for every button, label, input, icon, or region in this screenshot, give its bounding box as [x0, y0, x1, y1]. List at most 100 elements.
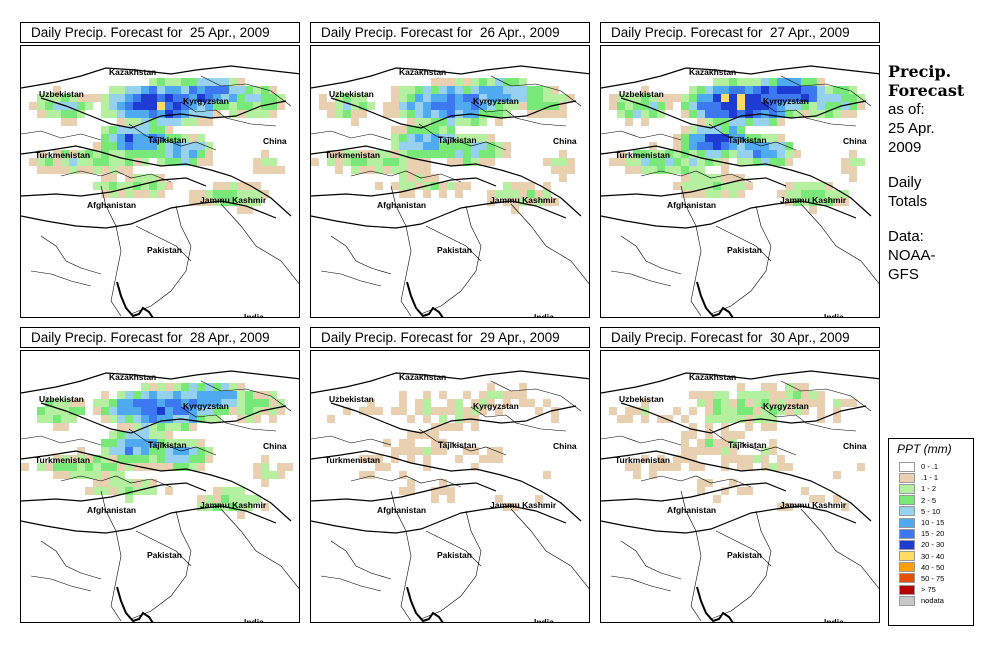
precip-cell [753, 102, 761, 110]
precip-cell [721, 94, 729, 102]
precip-cell [37, 158, 45, 166]
precip-cell [705, 174, 713, 182]
precip-cell [769, 118, 777, 126]
boundary-line [100, 490, 122, 622]
precip-cell [785, 150, 793, 158]
precip-cell [737, 94, 745, 102]
precip-cell [761, 407, 769, 415]
boundary-line [330, 235, 392, 275]
precip-cell [455, 118, 463, 126]
precip-cell [753, 134, 761, 142]
precip-cell [761, 102, 769, 110]
precip-cell [833, 399, 841, 407]
precip-cell [117, 391, 125, 399]
precip-cell [157, 102, 165, 110]
precip-cell [777, 102, 785, 110]
precip-cell [455, 94, 463, 102]
precip-cell [633, 471, 641, 479]
precip-cell [407, 118, 415, 126]
boundary-line [760, 406, 857, 432]
precip-cell [125, 399, 133, 407]
precip-cell [705, 94, 713, 102]
precip-cell [833, 495, 841, 503]
legend-row: 20 - 30 [899, 539, 944, 550]
precip-cell [431, 134, 439, 142]
precip-cell [817, 407, 825, 415]
precip-cell [463, 86, 471, 94]
precip-cell [37, 102, 45, 110]
precip-cell [189, 86, 197, 94]
precip-cell [519, 190, 527, 198]
precip-cell [543, 86, 551, 94]
precip-cell [125, 110, 133, 118]
precip-cell [777, 455, 785, 463]
legend-row: .1 - 1 [899, 472, 944, 483]
precip-cell [471, 134, 479, 142]
precip-cell [335, 110, 343, 118]
precip-cell [109, 431, 117, 439]
precip-cell [527, 182, 535, 190]
precip-cell [721, 415, 729, 423]
precip-cell [45, 399, 53, 407]
precip-cell [37, 150, 45, 158]
precip-cell [157, 431, 165, 439]
precip-cell [543, 94, 551, 102]
precip-cell [793, 150, 801, 158]
precip-cell [189, 407, 197, 415]
precip-cell [165, 158, 173, 166]
precip-cell [487, 102, 495, 110]
precip-cell [641, 455, 649, 463]
precip-cell [399, 158, 407, 166]
legend-label: 1 - 2 [921, 484, 937, 494]
precip-cell [833, 86, 841, 94]
precip-cell [133, 407, 141, 415]
precip-cell [423, 118, 431, 126]
precip-cell [173, 463, 181, 471]
precip-cell [367, 150, 375, 158]
boundary-line [601, 65, 879, 89]
precip-map-svg: KazakhstanUzbekistanKyrgyzstanTajikistan… [21, 65, 299, 317]
precip-cell [519, 102, 527, 110]
precip-cell [197, 190, 205, 198]
precip-cell [455, 182, 463, 190]
precip-cell [133, 94, 141, 102]
precip-cell [125, 415, 133, 423]
precip-cell [399, 391, 407, 399]
precip-cell [69, 94, 77, 102]
precip-cell [519, 399, 527, 407]
precip-cell [85, 158, 93, 166]
precip-cell [375, 158, 383, 166]
boundary-lines [21, 370, 299, 622]
precip-cell [705, 423, 713, 431]
precip-cell [745, 182, 753, 190]
precip-cell [849, 399, 857, 407]
precip-cell [455, 150, 463, 158]
precip-cell [495, 102, 503, 110]
precip-cell [649, 158, 657, 166]
precip-cell [423, 190, 431, 198]
boundary-line [708, 123, 797, 151]
precip-cell [689, 134, 697, 142]
precip-cell [101, 439, 109, 447]
precip-cell [117, 118, 125, 126]
precip-cell [519, 94, 527, 102]
precip-cell [221, 182, 229, 190]
precip-cell [197, 383, 205, 391]
boundary-line [320, 270, 382, 287]
precip-cell [769, 407, 777, 415]
boundary-line [470, 406, 567, 432]
precip-cell [197, 439, 205, 447]
precip-cell [101, 142, 109, 150]
precip-cell [269, 399, 277, 407]
precip-cell [849, 94, 857, 102]
legend-row: 1 - 2 [899, 483, 944, 494]
precip-cell [503, 78, 511, 86]
boundary-line [780, 75, 872, 107]
precip-cell [721, 431, 729, 439]
precip-cell [745, 487, 753, 495]
precip-cell [109, 407, 117, 415]
precip-cell [261, 399, 269, 407]
precip-cell [141, 399, 149, 407]
precip-cell [697, 134, 705, 142]
precip-cell [351, 158, 359, 166]
